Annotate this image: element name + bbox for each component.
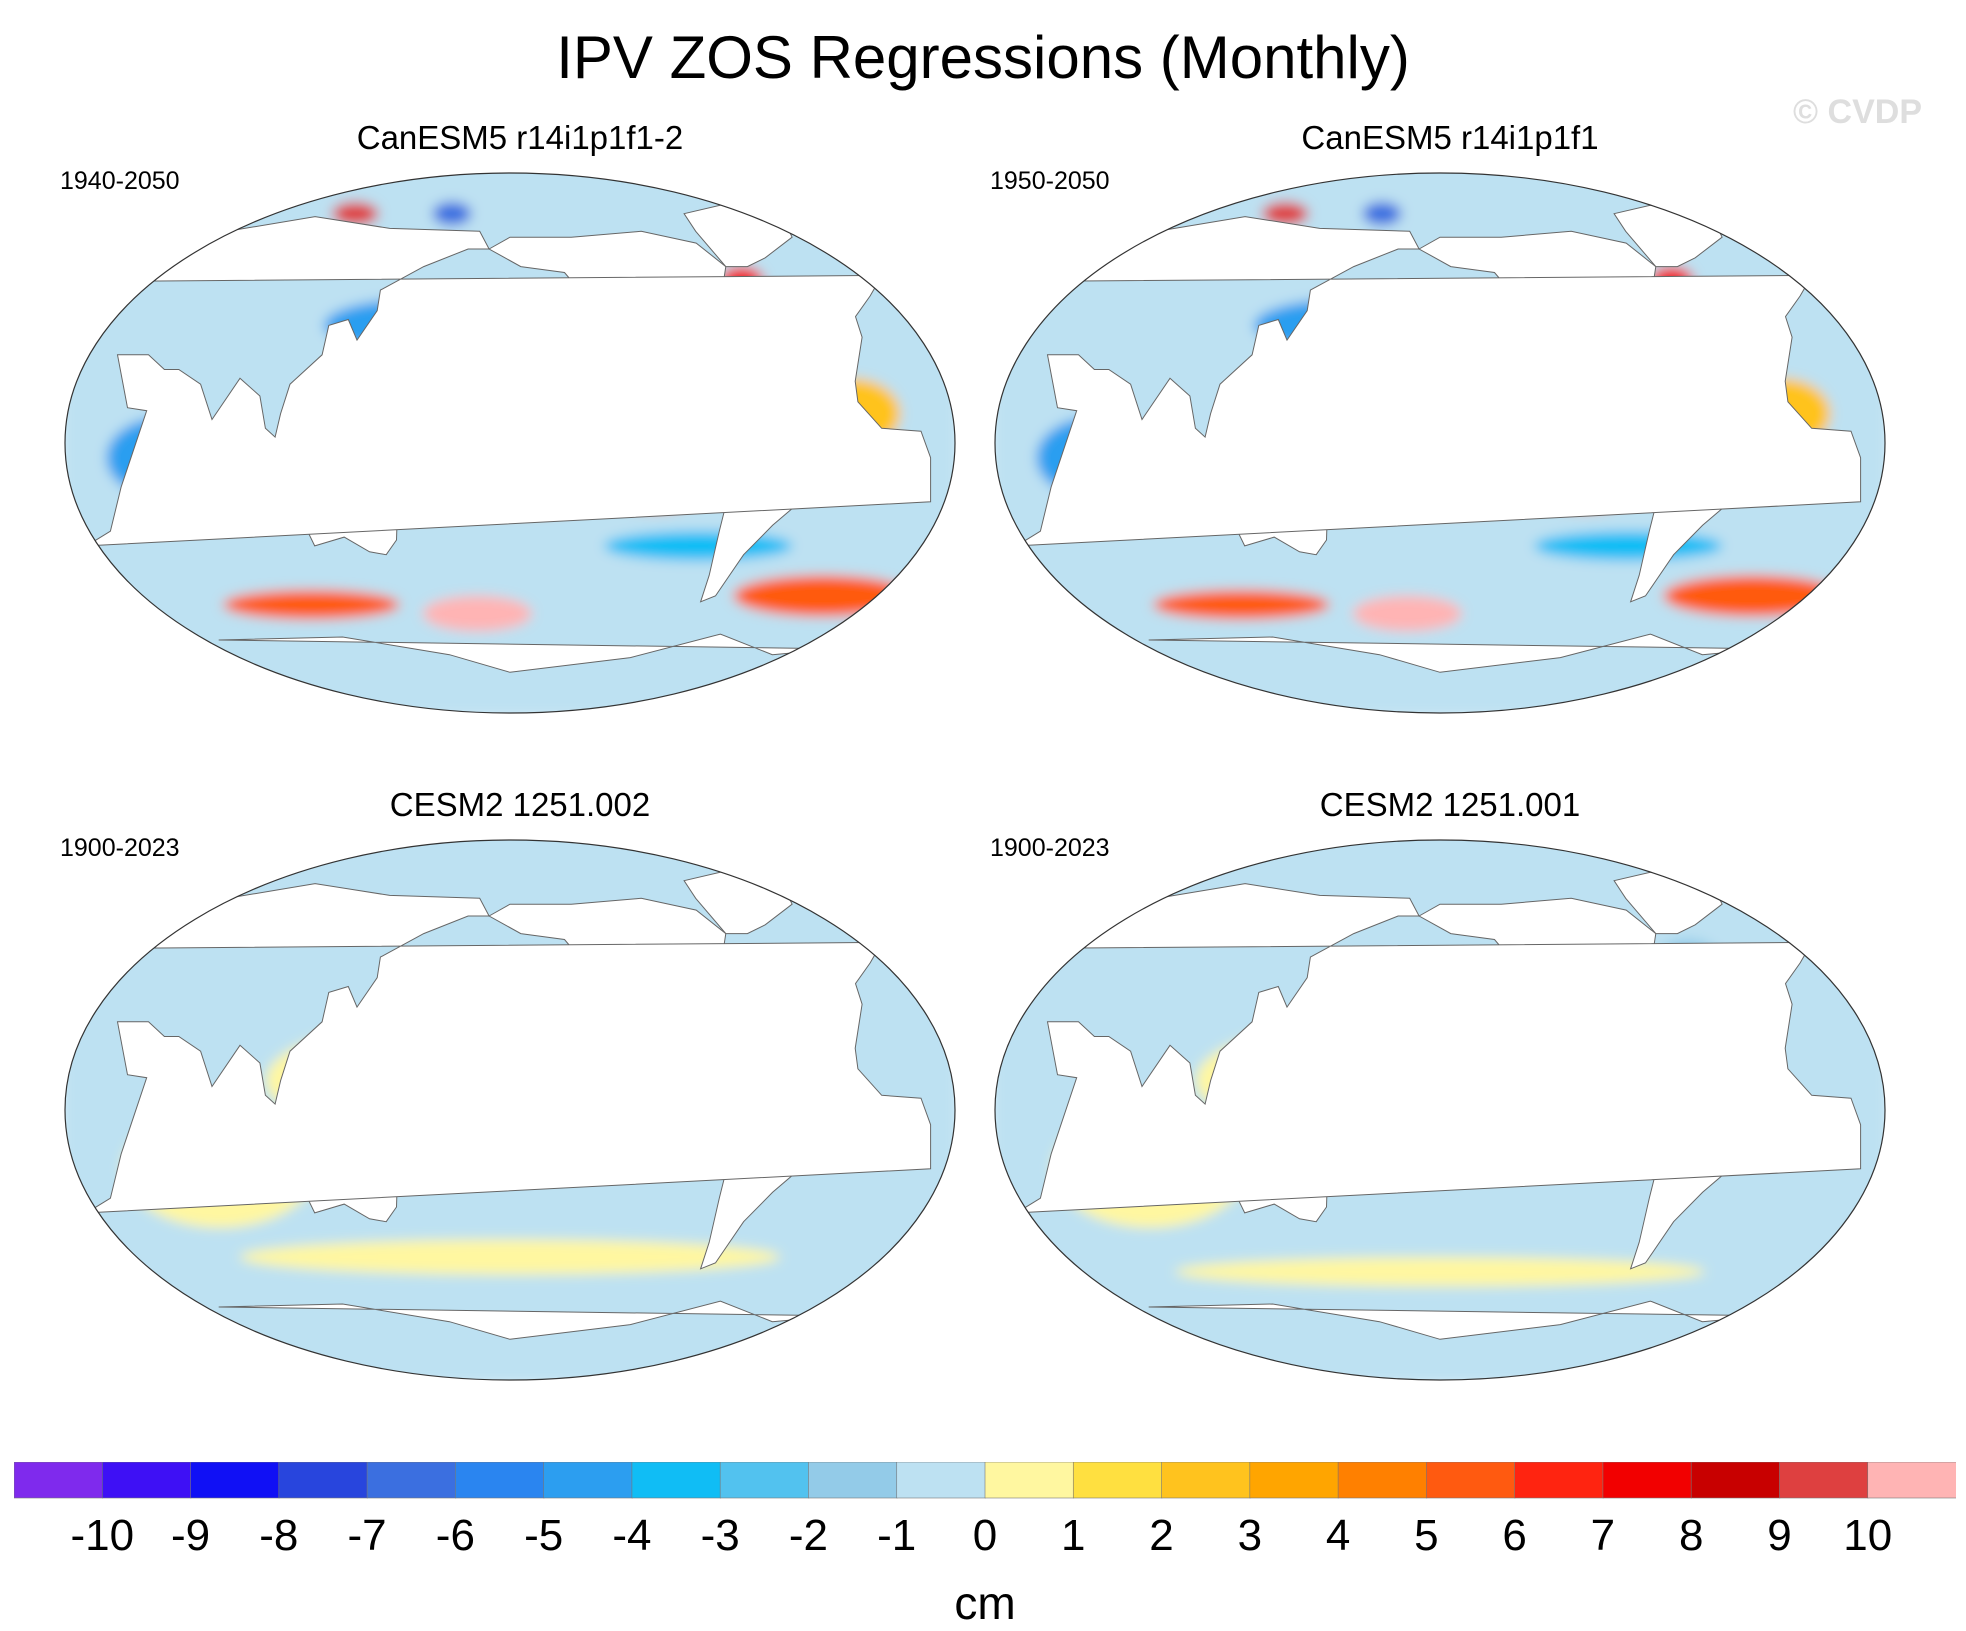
map-panel-cesm2-1251-001: CESM2 1251.001 1900-2023 bbox=[990, 785, 1910, 1385]
map-field bbox=[995, 173, 1885, 713]
map-panel-canesm5-r14: CanESM5 r14i1p1f1 1950-2050 bbox=[990, 118, 1910, 718]
panel-period: 1940-2050 bbox=[60, 167, 180, 195]
colorbar-swatch bbox=[278, 1462, 368, 1499]
colorbar-swatch bbox=[1690, 1462, 1781, 1499]
colorbar-swatch bbox=[455, 1462, 545, 1499]
anomaly-arctic-beaufort bbox=[1362, 201, 1402, 226]
colorbar-swatch bbox=[1249, 1462, 1339, 1499]
panel-period: 1950-2050 bbox=[990, 167, 1110, 195]
anomaly-arctic-siberia bbox=[332, 201, 379, 226]
land-asia bbox=[86, 883, 932, 1214]
colorbar-swatch bbox=[1426, 1462, 1516, 1499]
panel-period: 1900-2023 bbox=[60, 834, 180, 862]
colorbar-swatch bbox=[1602, 1462, 1692, 1499]
colorbar-swatch bbox=[14, 1462, 104, 1499]
anomaly-southern-band bbox=[1534, 531, 1723, 561]
colorbar-swatch bbox=[1337, 1462, 1428, 1499]
colorbar-tick-label: -7 bbox=[348, 1511, 387, 1560]
panel-title: CESM2 1251.001 bbox=[1319, 786, 1581, 823]
colorbar-tick-label: 4 bbox=[1326, 1511, 1350, 1560]
anomaly-southern-ocean-nz bbox=[1352, 595, 1462, 632]
map-field bbox=[65, 173, 955, 713]
landmasses bbox=[86, 201, 932, 708]
colorbar: -10 -9 -8 -7 -6 -5 -4 -3 -2 -1 0 1 2 3 4 5 6 7 8 9 10 cm bbox=[14, 1462, 1956, 1628]
anomaly-southern-ocean-nz bbox=[422, 595, 532, 632]
colorbar-tick-label: 6 bbox=[1502, 1511, 1526, 1560]
colorbar-tick-label: 0 bbox=[973, 1511, 997, 1560]
colorbar-swatch bbox=[719, 1462, 810, 1499]
colorbar-tick-label: -6 bbox=[436, 1511, 475, 1560]
colorbar-swatch bbox=[366, 1462, 457, 1499]
colorbar-swatch bbox=[1779, 1462, 1869, 1499]
colorbar-tick-label: 3 bbox=[1238, 1511, 1262, 1560]
map-panel-cesm2-1251-002: CESM2 1251.002 1900-2023 bbox=[60, 785, 980, 1385]
anomaly-southern-ocean bbox=[239, 1239, 781, 1275]
colorbar-tick-label: 1 bbox=[1061, 1511, 1085, 1560]
colorbar-swatch bbox=[190, 1462, 280, 1499]
colorbar-unit-label: cm bbox=[954, 1577, 1016, 1629]
anomaly-indian-southern bbox=[1153, 590, 1330, 620]
colorbar-swatch bbox=[808, 1462, 898, 1499]
watermark: © CVDP bbox=[1793, 93, 1922, 131]
map-svg bbox=[64, 172, 956, 714]
colorbar-tick-label: -8 bbox=[259, 1511, 298, 1560]
map-outline bbox=[994, 172, 1886, 714]
panel-title: CESM2 1251.002 bbox=[389, 786, 651, 823]
map-svg bbox=[64, 839, 956, 1381]
anomaly-southern-ocean bbox=[1175, 1257, 1705, 1287]
anomaly-south-atlantic bbox=[1663, 575, 1843, 617]
colorbar-swatch bbox=[1161, 1462, 1251, 1499]
colorbar-swatch bbox=[631, 1462, 721, 1499]
colorbar-swatch bbox=[543, 1462, 633, 1499]
map-outline bbox=[994, 839, 1886, 1381]
map-outline bbox=[64, 839, 956, 1381]
colorbar-tick-label: 10 bbox=[1843, 1511, 1892, 1560]
panel-title: CanESM5 r14i1p1f1 bbox=[1301, 119, 1599, 156]
colorbar-tick-label: 5 bbox=[1414, 1511, 1438, 1560]
colorbar-tick-label: -4 bbox=[612, 1511, 651, 1560]
map-field bbox=[995, 840, 1885, 1380]
colorbar-tick-label: -10 bbox=[70, 1511, 134, 1560]
anomaly-arctic-beaufort bbox=[432, 201, 472, 226]
anomaly-arctic-siberia bbox=[1262, 201, 1309, 226]
colorbar-tick-label: 9 bbox=[1767, 1511, 1791, 1560]
anomaly-indian-southern bbox=[223, 590, 400, 620]
colorbar-tick-label: -9 bbox=[171, 1511, 210, 1560]
map-svg bbox=[994, 839, 1886, 1381]
colorbar-swatch bbox=[984, 1462, 1075, 1499]
colorbar-tick-label: 8 bbox=[1679, 1511, 1703, 1560]
colorbar-tick-label: -3 bbox=[701, 1511, 740, 1560]
landmasses bbox=[86, 868, 932, 1375]
map-panel-canesm5-r14-2: CanESM5 r14i1p1f1-2 1940-2050 bbox=[60, 118, 980, 718]
panel-period: 1900-2023 bbox=[990, 834, 1110, 862]
colorbar-swatch bbox=[1867, 1462, 1956, 1499]
colorbar-swatch bbox=[896, 1462, 986, 1499]
colorbar-tick-label: 7 bbox=[1591, 1511, 1615, 1560]
colorbar-swatch bbox=[1514, 1462, 1604, 1499]
landmasses bbox=[1016, 201, 1862, 708]
anomaly-south-atlantic bbox=[733, 575, 913, 617]
colorbar-tick-label: -2 bbox=[789, 1511, 828, 1560]
panel-title: CanESM5 r14i1p1f1-2 bbox=[356, 119, 684, 156]
map-field bbox=[65, 840, 955, 1380]
colorbar-tick-label: -5 bbox=[524, 1511, 563, 1560]
anomaly-southern-band bbox=[604, 531, 793, 561]
land-asia bbox=[1016, 216, 1862, 547]
colorbar-swatch bbox=[101, 1462, 192, 1499]
map-outline bbox=[64, 172, 956, 714]
colorbar-tick-label: -1 bbox=[877, 1511, 916, 1560]
map-svg bbox=[994, 172, 1886, 714]
colorbar-svg: -10 -9 -8 -7 -6 -5 -4 -3 -2 -1 0 1 2 3 4 5 6 7 8 9 10 bbox=[14, 1462, 1956, 1560]
colorbar-swatch bbox=[1072, 1462, 1163, 1499]
land-asia bbox=[86, 216, 932, 547]
colorbar-tick-label: 2 bbox=[1149, 1511, 1173, 1560]
land-asia bbox=[1016, 883, 1862, 1214]
figure-title: IPV ZOS Regressions (Monthly) bbox=[556, 24, 1410, 91]
